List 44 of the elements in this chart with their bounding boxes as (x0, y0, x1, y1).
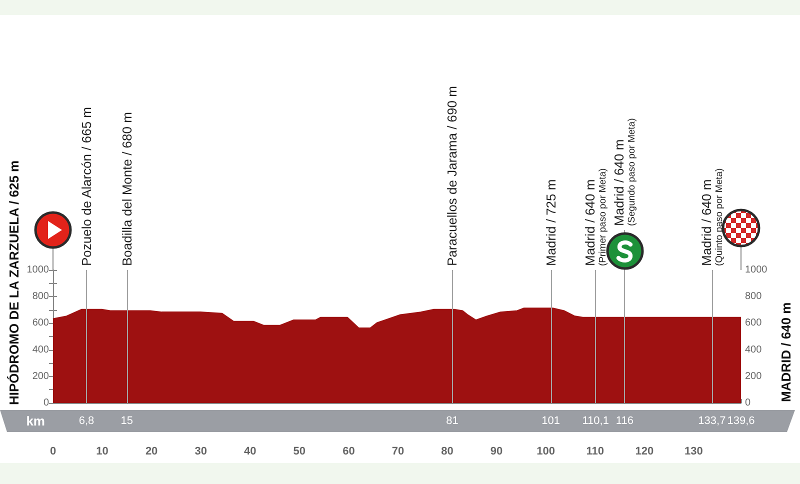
x-tick-label: 90 (490, 446, 503, 458)
ref-line-label: Madrid / 640 m (Quinto paso por Meta) (698, 168, 725, 266)
x2-tick-label: 81 (446, 415, 458, 427)
x2-tick-label: 133,7 (698, 415, 726, 427)
x2-tick-label: 139,6 (727, 415, 755, 427)
text: HIPÓDROMO DE LA ZARZUELA / 625 m (6, 160, 22, 405)
y-tick-label: 600 (745, 318, 762, 329)
x-tick-label: 30 (194, 446, 207, 458)
x-tick-label: 70 (392, 446, 404, 458)
ref-line-label: Madrid / 640 m (Segundo paso por Meta) (612, 118, 638, 226)
x-tick-label: 20 (145, 446, 158, 458)
x-tick-label: 120 (635, 446, 654, 458)
ref-line-label: Madrid / 640 m (Primer paso por Meta) (582, 168, 609, 266)
x-tick-label: 110 (586, 446, 604, 458)
y2-tick-label: 600 (32, 318, 50, 329)
x-tick-label: 40 (244, 446, 256, 458)
x-tick-label: 80 (441, 446, 454, 458)
x2-tick-label: 6,8 (78, 415, 94, 427)
ref-line-label: Paracuellos de Jarama / 690 m (444, 86, 460, 266)
x2-tick-label: 110,1 (582, 415, 609, 427)
y2-tick-label: 1000 (26, 264, 50, 276)
x-tick-label: 0 (50, 446, 56, 458)
y-tick-label: 0 (745, 398, 751, 408)
y-tick-label: 400 (745, 344, 762, 356)
y-tick-label: 1000 (745, 264, 768, 276)
x2-axis-title: km (26, 414, 45, 428)
y2-tick-label: 800 (32, 291, 50, 302)
y2-tick-label: 400 (32, 344, 50, 356)
x2-tick-label: 116 (616, 415, 634, 427)
y-tick-label: 800 (745, 291, 762, 302)
y2-tick-label: 0 (43, 398, 50, 408)
ref-line-label: Pozuelo de Alarcón / 665 m (79, 107, 94, 266)
x-tick-label: 10 (96, 446, 108, 458)
y2-tick-label: 200 (32, 370, 50, 382)
x-tick-label: 60 (342, 446, 355, 458)
x-tick-label: 50 (293, 446, 306, 458)
y-tick-label: 200 (745, 370, 762, 382)
text: MADRID / 640 m (778, 302, 794, 402)
ref-line-label: Madrid / 725 m (543, 179, 558, 266)
x-tick-label: 100 (536, 446, 556, 458)
x2-tick-label: 101 (542, 415, 560, 427)
x-tick-label: 130 (684, 446, 703, 458)
x2-tick-label: 15 (120, 415, 134, 427)
ref-line-label: Boadilla del Monte / 680 m (119, 112, 134, 266)
